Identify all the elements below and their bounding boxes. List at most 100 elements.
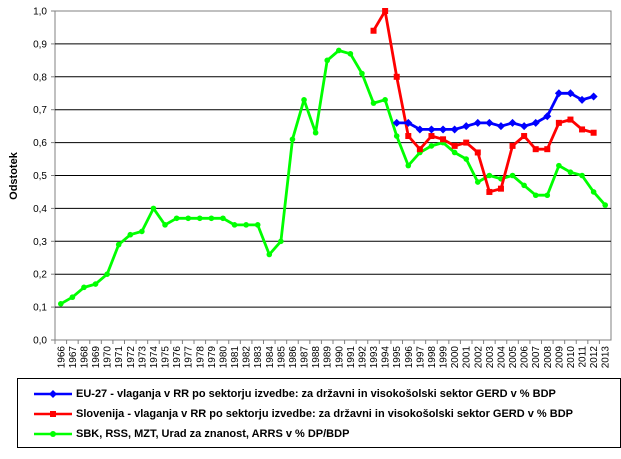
x-tick-label: 1996 [404,346,415,369]
x-tick-label: 1973 [137,346,148,369]
x-tick-label: 1995 [392,346,403,369]
data-point [521,133,528,140]
data-point [486,188,493,195]
x-tick-label: 1997 [415,346,426,369]
data-point [554,89,563,98]
data-point [520,122,529,131]
data-point [427,125,436,134]
data-point [543,112,552,121]
data-point [393,73,400,80]
legend-item-eu27: EU-27 - vlaganja v RR po sektorju izvedb… [18,384,556,404]
y-tick-label: 0,7 [33,105,47,116]
x-tick-label: 1990 [334,346,345,369]
x-tick-label: 2001 [462,346,473,369]
data-point [567,116,574,123]
series-0 [392,89,598,134]
x-tick-label: 2012 [589,346,600,369]
data-point [428,143,435,149]
x-tick-label: 1986 [288,346,299,369]
x-tick-label: 1976 [172,346,183,369]
data-point [463,139,470,146]
x-tick-label: 1985 [276,346,287,369]
data-point [567,169,574,176]
x-tick-label: 2002 [473,346,484,369]
x-tick-labels: 1966 1967 1968 1969 1970 1971 1972 1973 1974 1975… [56,346,611,369]
data-point [370,27,377,34]
x-tick-label: 1994 [381,346,392,369]
x-tick-label: 1987 [300,346,311,369]
x-tick-label: 1977 [184,346,195,369]
x-tick-label: 1989 [323,346,334,369]
data-point [509,172,516,179]
data-point [473,118,482,127]
y-tick-labels: 0,0 0,1 0,2 0,3 0,4 0,5 0,6 0,7 0,8 0,9 1,0 [33,7,47,347]
x-tick-label: 1983 [253,346,264,369]
legend-label-sbk: SBK, RSS, MZT, Urad za znanost, ARRS v %… [76,428,350,440]
data-point [531,118,540,127]
series-layer [57,8,609,307]
x-tick-label: 1980 [218,346,229,369]
data-point [508,118,517,127]
data-point [485,118,494,127]
x-tick-label: 1968 [79,346,90,369]
data-point [474,149,481,156]
data-point [602,202,609,208]
y-tick-label: 0,6 [33,138,47,149]
data-point [266,251,273,258]
x-tick-label: 1971 [114,346,125,369]
y-tick-label: 0,2 [33,270,47,281]
data-point [521,182,527,189]
data-point [566,89,575,98]
data-point [393,133,400,139]
y-tick-label: 0,1 [33,303,47,314]
legend-swatch-slovenija [34,411,72,417]
data-point [578,95,587,104]
data-point [392,118,401,127]
data-point [382,97,388,103]
data-point [497,185,504,192]
x-tick-label: 1998 [427,346,438,369]
data-point [243,222,249,228]
data-point [590,189,597,195]
x-tick-label: 2006 [520,346,531,369]
x-tick-label: 1970 [103,346,114,369]
data-point [185,215,192,222]
data-point [254,222,261,228]
data-point [463,156,470,162]
x-tick-label: 1972 [126,346,137,369]
data-point [405,162,412,169]
x-tick-label: 1991 [346,346,357,369]
series-1 [370,8,597,195]
data-point [579,126,586,133]
data-point [359,70,365,77]
data-point [579,172,585,179]
data-point [509,142,516,149]
data-point [208,215,215,222]
data-point [324,57,331,64]
y-axis-title: Odstotek [8,151,20,200]
data-point [81,284,87,291]
y-tick-label: 0,5 [33,171,47,182]
x-tick-label: 2011 [578,346,589,368]
data-point [301,97,307,103]
x-tick-label: 1974 [149,346,160,369]
data-point [440,136,447,143]
data-point [532,146,539,153]
y-tick-label: 0,0 [33,336,47,347]
y-tick-label: 0,9 [33,39,47,50]
data-point [150,205,157,212]
data-point [162,222,168,228]
data-point [404,118,413,127]
data-point [462,122,471,131]
x-tick-label: 2013 [601,346,612,369]
x-tick-label: 1981 [230,346,241,369]
y-tick-label: 0,4 [33,204,47,215]
legend-swatch-eu27 [34,390,72,398]
data-point [347,50,354,57]
y-tick-label: 0,8 [33,72,47,83]
x-tick-label: 1988 [311,346,322,369]
x-tick-label: 1975 [161,346,172,369]
data-point [196,215,203,222]
x-tick-label: 1966 [56,346,67,369]
